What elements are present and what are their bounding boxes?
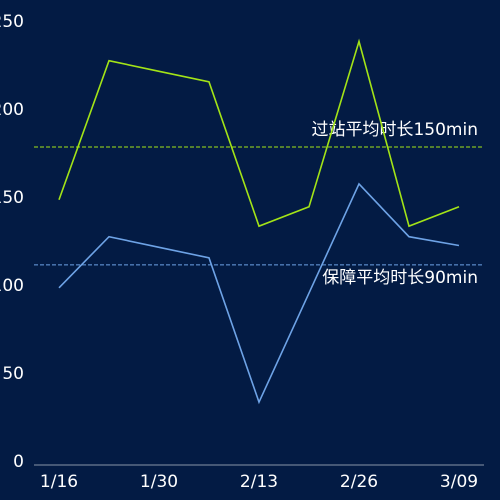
y-tick-label: 0 bbox=[13, 452, 24, 472]
reference-label: 过站平均时长150min bbox=[311, 120, 478, 140]
x-tick-label: 3/09 bbox=[440, 472, 478, 492]
y-tick-label: 200 bbox=[0, 100, 24, 120]
reference-label: 保障平均时长90min bbox=[322, 268, 478, 288]
line-series bbox=[58, 38, 460, 228]
x-tick-label: 2/13 bbox=[240, 472, 278, 492]
x-tick-label: 2/26 bbox=[340, 472, 378, 492]
x-tick-label: 1/30 bbox=[140, 472, 178, 492]
y-tick-label: 150 bbox=[0, 188, 24, 208]
line-series bbox=[58, 182, 460, 405]
y-tick-label: 50 bbox=[2, 364, 24, 384]
x-tick-label: 1/16 bbox=[40, 472, 78, 492]
y-tick-label: 250 bbox=[0, 12, 24, 32]
y-tick-label: 100 bbox=[0, 276, 24, 296]
